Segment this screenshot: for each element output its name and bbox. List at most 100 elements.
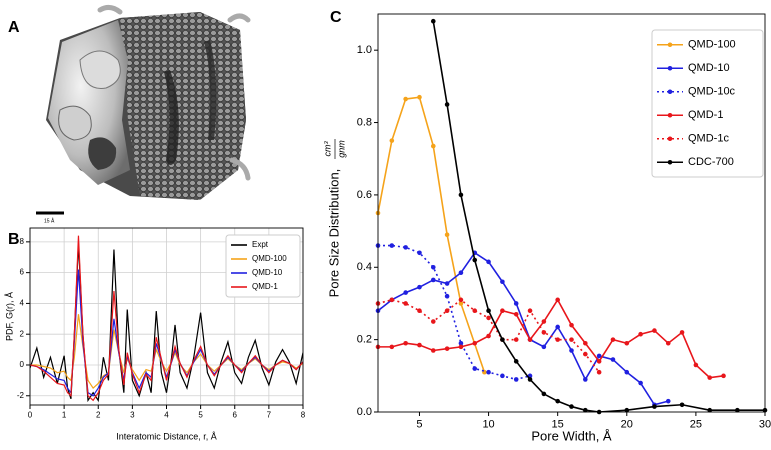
data-point bbox=[500, 337, 505, 342]
y-axis-label-group: Pore Size Distribution, cm³ gnm bbox=[322, 139, 346, 297]
data-point bbox=[721, 373, 726, 379]
data-point bbox=[527, 337, 533, 342]
x-tick-label: 7 bbox=[267, 411, 272, 420]
legend-label: QMD-100 bbox=[688, 39, 736, 51]
data-point bbox=[513, 377, 519, 382]
y-tick-label: 0.8 bbox=[357, 116, 372, 128]
data-point bbox=[624, 407, 630, 413]
legend-marker bbox=[667, 112, 673, 118]
data-point bbox=[403, 245, 408, 250]
data-point bbox=[513, 337, 519, 342]
data-point bbox=[458, 270, 464, 276]
data-point bbox=[583, 351, 588, 357]
legend-label: CDC-700 bbox=[688, 156, 734, 168]
x-tick-label: 20 bbox=[621, 419, 633, 431]
x-tick-label: 1 bbox=[62, 411, 67, 420]
data-point bbox=[458, 301, 464, 306]
data-point bbox=[486, 315, 491, 321]
data-point bbox=[638, 380, 643, 386]
data-point bbox=[624, 340, 630, 346]
data-point bbox=[458, 344, 464, 350]
legend-marker bbox=[667, 65, 673, 71]
legend-box bbox=[651, 29, 764, 178]
series-line bbox=[378, 96, 486, 373]
legend-label: QMD-10 bbox=[688, 62, 730, 74]
data-point bbox=[638, 331, 643, 337]
data-point bbox=[444, 346, 450, 351]
data-point bbox=[679, 330, 685, 335]
y-tick-label: 0.2 bbox=[357, 334, 372, 346]
data-point bbox=[444, 293, 450, 299]
data-point bbox=[458, 192, 464, 198]
y-tick-label: 2 bbox=[20, 329, 25, 338]
x-tick-label: 15 bbox=[552, 419, 564, 431]
legend-marker bbox=[667, 159, 673, 165]
data-point bbox=[583, 377, 588, 382]
data-point bbox=[610, 357, 616, 362]
data-point bbox=[500, 373, 505, 379]
legend-label: QMD-10 bbox=[252, 268, 283, 277]
data-point bbox=[417, 250, 422, 256]
data-point bbox=[486, 308, 491, 313]
y-tick-label: 0.6 bbox=[357, 189, 372, 201]
data-point bbox=[458, 340, 464, 346]
data-point bbox=[486, 369, 491, 375]
data-point bbox=[444, 232, 450, 238]
data-point bbox=[541, 391, 547, 397]
data-point bbox=[541, 344, 547, 350]
data-point bbox=[679, 402, 685, 408]
data-point bbox=[430, 264, 436, 270]
panel-label: C bbox=[330, 9, 342, 26]
structure-render bbox=[46, 4, 251, 200]
data-point bbox=[444, 281, 450, 286]
data-point bbox=[444, 308, 450, 313]
series-line bbox=[378, 298, 724, 379]
y-tick-label: 0.0 bbox=[357, 406, 372, 418]
y-tick-label: -2 bbox=[17, 391, 25, 400]
x-axis-label: Interatomic Distance, r, Å bbox=[116, 431, 217, 441]
data-point bbox=[513, 301, 519, 306]
x-tick-label: 10 bbox=[482, 419, 494, 431]
data-point bbox=[569, 322, 574, 328]
data-point bbox=[500, 308, 505, 313]
y-tick-label: 6 bbox=[20, 268, 25, 277]
data-point bbox=[541, 319, 547, 324]
x-axis-label: Pore Width, Å bbox=[531, 428, 612, 443]
y-axis-label: Pore Size Distribution, bbox=[326, 169, 341, 298]
x-tick-label: 5 bbox=[198, 411, 203, 420]
data-point bbox=[403, 290, 408, 295]
data-point bbox=[458, 297, 464, 303]
x-tick-label: 8 bbox=[301, 411, 306, 420]
panel-label: B bbox=[8, 231, 20, 248]
y-unit-denominator: gnm bbox=[336, 140, 346, 158]
data-point bbox=[430, 348, 436, 353]
data-point bbox=[583, 407, 588, 413]
y-tick-label: 4 bbox=[20, 299, 25, 308]
x-tick-label: 30 bbox=[759, 419, 771, 431]
data-point bbox=[403, 96, 408, 102]
x-tick-label: 0 bbox=[28, 411, 33, 420]
data-point bbox=[389, 243, 395, 248]
data-point bbox=[693, 362, 699, 368]
data-point bbox=[389, 344, 395, 350]
data-point bbox=[707, 407, 713, 413]
data-point bbox=[596, 369, 602, 375]
x-tick-label: 2 bbox=[96, 411, 101, 420]
data-point bbox=[513, 359, 519, 364]
series-line bbox=[30, 235, 303, 402]
series-line bbox=[378, 251, 669, 406]
y-axis-label: PDF, G(r), Å bbox=[4, 292, 14, 341]
data-point bbox=[707, 375, 713, 380]
legend-marker bbox=[667, 89, 673, 95]
data-point bbox=[417, 342, 422, 348]
y-tick-label: 0 bbox=[20, 360, 25, 369]
x-tick-label: 3 bbox=[130, 411, 135, 420]
data-point bbox=[652, 328, 657, 333]
plot-frame bbox=[377, 13, 766, 413]
legend-box bbox=[225, 234, 301, 298]
data-point bbox=[555, 324, 560, 330]
data-point bbox=[596, 359, 602, 364]
data-point bbox=[472, 308, 478, 313]
data-point bbox=[430, 143, 436, 149]
